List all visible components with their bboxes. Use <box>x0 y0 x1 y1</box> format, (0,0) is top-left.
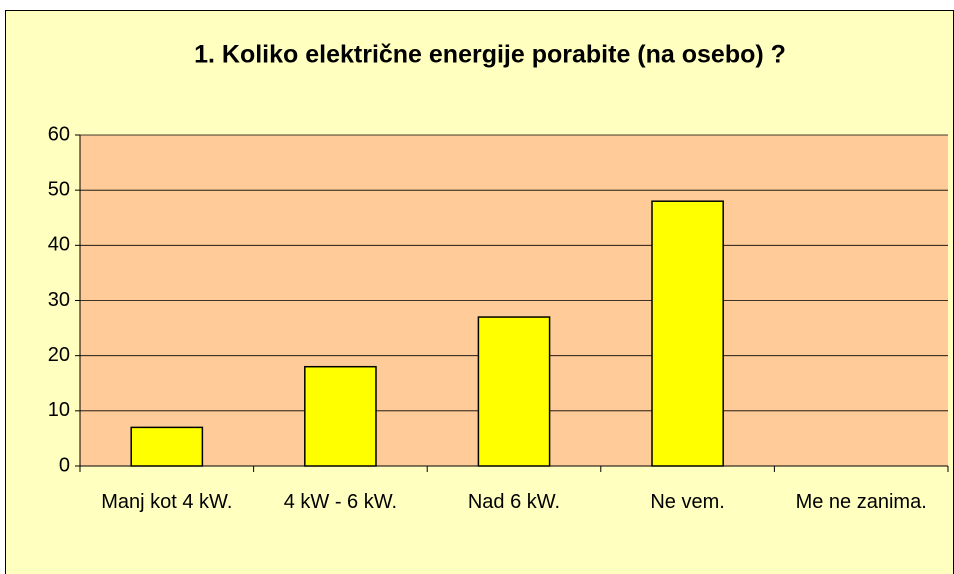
bar <box>477 316 551 467</box>
x-tick-label: Nad 6 kW. <box>467 491 561 513</box>
y-tick-label: 40 <box>48 234 70 256</box>
bar <box>651 200 724 467</box>
bar <box>130 426 204 467</box>
x-tick-label: Me ne zanima. <box>795 491 927 513</box>
y-tick-label: 10 <box>48 399 70 421</box>
x-tick-label: Ne vem. <box>650 491 725 513</box>
y-tick-label: 30 <box>48 289 70 311</box>
y-tick-label: 60 <box>48 123 70 145</box>
y-tick-label: 20 <box>48 344 70 366</box>
chart-title: 1. Koliko električne energije porabite (… <box>194 41 786 69</box>
x-tick-label: Manj kot 4 kW. <box>101 491 233 513</box>
x-tick-label: 4 kW - 6 kW. <box>283 491 398 513</box>
y-tick-label: 50 <box>48 178 70 200</box>
bar <box>304 365 377 467</box>
y-tick-label: 0 <box>59 454 70 476</box>
